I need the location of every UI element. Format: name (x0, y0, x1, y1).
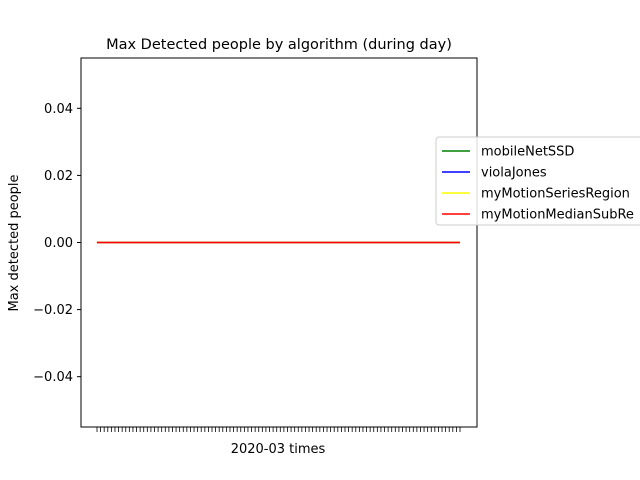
y-axis: −0.04 −0.02 0.00 0.02 0.04 (33, 102, 81, 385)
legend-label: violaJones (481, 166, 547, 181)
y-tick-label: 0.04 (44, 102, 73, 117)
legend: mobileNetSSD violaJones myMotionSeriesRegi… (435, 136, 640, 226)
legend-label: myMotionMedianSubRe (481, 208, 634, 223)
y-tick-label: −0.02 (33, 303, 73, 318)
y-tick-label: 0.00 (44, 236, 73, 251)
x-axis (96, 427, 461, 432)
y-tick-label: 0.02 (44, 169, 73, 184)
chart-title: Max Detected people by algorithm (during… (106, 37, 452, 53)
y-axis-label: Max detected people (7, 174, 22, 311)
legend-label: mobileNetSSD (481, 145, 574, 160)
y-tick-label: −0.04 (33, 370, 73, 385)
legend-box (435, 136, 640, 226)
x-axis-label: 2020-03 times (231, 442, 326, 457)
legend-label: myMotionSeriesRegion (481, 187, 630, 202)
